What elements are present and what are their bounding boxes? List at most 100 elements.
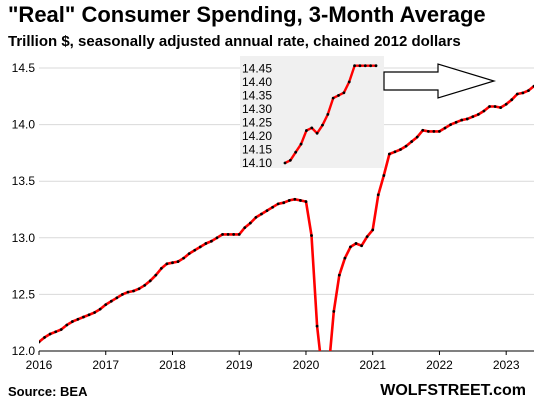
data-point [121,293,124,296]
data-point [371,228,375,232]
data-point [226,233,230,236]
data-point [493,105,497,108]
inset-y-tick-label: 14.45 [242,61,272,75]
data-point [421,128,425,132]
inset-data-point [342,91,346,95]
inset-data-point [315,131,319,135]
y-tick-label: 12.0 [12,344,36,358]
data-point [159,266,163,270]
data-point [70,320,74,323]
brand-logo: WOLFSTREET.com [380,382,526,399]
y-tick-label: 14.5 [12,61,36,75]
data-point [415,135,419,139]
x-tick-label: 2023 [493,358,520,372]
data-point [260,212,263,216]
inset-data-point [310,126,314,130]
data-point [154,273,158,277]
chart-subtitle: Trillion $, seasonally adjusted annual r… [8,33,461,50]
x-tick-label: 2021 [359,358,386,372]
data-point [476,113,480,116]
data-point [59,328,63,331]
inset-y-tick-label: 14.25 [242,115,272,129]
data-point [337,273,341,277]
inset-data-point [347,80,351,84]
data-point [104,303,108,306]
data-point [527,89,530,93]
inset-data-point [374,64,378,68]
data-point [54,330,58,334]
data-point [332,309,336,313]
data-point [210,239,213,243]
data-point [449,123,452,126]
data-point [432,129,436,133]
data-point [48,332,52,336]
data-point [171,261,174,265]
data-point [39,340,41,344]
data-point [193,248,197,252]
chart-title: "Real" Consumer Spending, 3-Month Averag… [8,2,486,27]
data-point [265,209,269,213]
data-point [438,129,441,133]
data-point [82,315,85,319]
data-point [365,235,369,239]
data-point [393,150,397,154]
data-point [187,252,191,256]
y-tick-label: 12.5 [12,287,36,301]
data-point [254,216,258,219]
data-point [93,311,97,314]
data-point [471,115,475,119]
data-point [232,233,236,236]
y-tick-label: 13.5 [12,174,36,188]
data-point [282,201,286,205]
data-point [109,299,113,303]
x-axis-ticks: 2016 2017 2018 2019 2020 2021 2022 2023 [26,351,520,372]
data-point [454,120,458,124]
data-point [387,152,391,156]
data-point [310,234,313,237]
data-point [115,296,119,300]
x-tick-label: 2017 [92,358,119,372]
data-point [132,289,135,293]
data-point [465,117,469,121]
source-note: Source: BEA [8,384,88,399]
data-point [248,221,252,225]
data-point [504,102,508,106]
x-tick-label: 2016 [26,358,53,372]
pointer-arrow-icon [383,63,497,99]
data-point [499,106,503,110]
data-point [510,98,514,102]
inset-y-tick-label: 14.20 [242,129,272,143]
data-point [176,260,180,263]
data-point [143,283,147,287]
data-point [515,92,519,96]
data-point [137,287,141,291]
data-point [87,313,91,317]
data-point [343,256,347,260]
data-point [198,245,202,249]
data-point [165,262,169,266]
data-point [215,236,219,240]
inset-data-point [369,64,373,68]
data-point [482,109,486,113]
x-tick-label: 2018 [159,358,186,372]
x-tick-label: 2020 [293,358,320,372]
inset-series-points [283,64,378,165]
inset-y-tick-label: 14.40 [242,75,272,89]
data-point [521,91,525,95]
inset-y-tick-label: 14.35 [242,88,272,102]
data-point [76,317,80,321]
inset-data-point [326,112,330,116]
data-point [276,202,280,206]
y-axis-ticks: 12.0 12.5 13.0 13.5 14.0 14.5 [12,61,36,358]
data-point [182,256,186,260]
data-point [287,199,291,202]
data-point [321,375,324,378]
x-tick-label: 2019 [226,358,253,372]
inset-data-point [294,150,298,154]
y-tick-label: 13.0 [12,231,36,245]
inset-data-point [288,158,292,162]
data-point [443,126,447,130]
